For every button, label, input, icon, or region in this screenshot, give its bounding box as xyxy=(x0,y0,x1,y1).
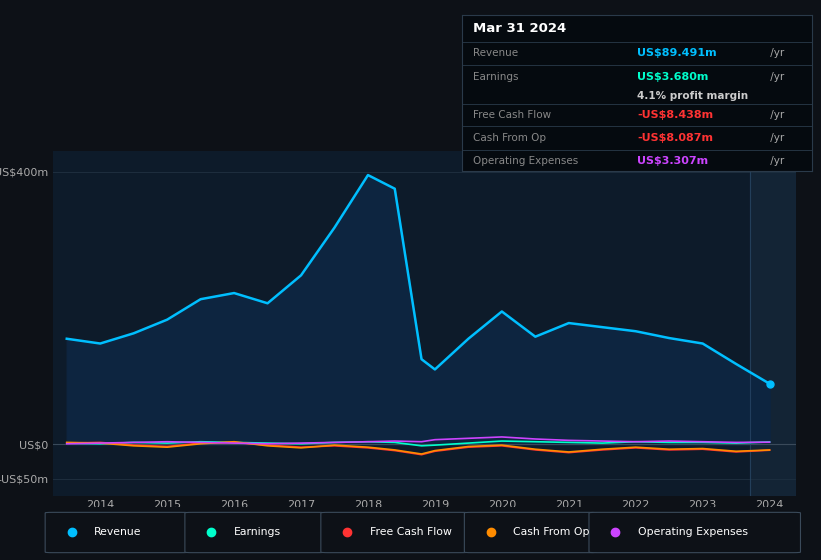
Text: /yr: /yr xyxy=(767,110,784,120)
Text: Free Cash Flow: Free Cash Flow xyxy=(473,110,551,120)
Text: US$3.680m: US$3.680m xyxy=(637,72,709,82)
FancyBboxPatch shape xyxy=(45,512,189,553)
Text: 4.1% profit margin: 4.1% profit margin xyxy=(637,91,748,101)
Text: /yr: /yr xyxy=(767,133,784,143)
Text: Free Cash Flow: Free Cash Flow xyxy=(370,527,452,537)
Text: Earnings: Earnings xyxy=(473,72,518,82)
Bar xyxy=(750,151,796,496)
Text: /yr: /yr xyxy=(767,48,784,58)
FancyBboxPatch shape xyxy=(185,512,324,553)
Text: Cash From Op: Cash From Op xyxy=(513,527,590,537)
Text: Cash From Op: Cash From Op xyxy=(473,133,546,143)
Text: Operating Expenses: Operating Expenses xyxy=(638,527,748,537)
FancyBboxPatch shape xyxy=(589,512,800,553)
Text: Revenue: Revenue xyxy=(473,48,518,58)
Text: Operating Expenses: Operating Expenses xyxy=(473,156,578,166)
Text: US$3.307m: US$3.307m xyxy=(637,156,709,166)
FancyBboxPatch shape xyxy=(465,512,597,553)
Text: /yr: /yr xyxy=(767,156,784,166)
Text: /yr: /yr xyxy=(767,72,784,82)
Text: Earnings: Earnings xyxy=(234,527,281,537)
Text: -US$8.087m: -US$8.087m xyxy=(637,133,713,143)
Text: -US$8.438m: -US$8.438m xyxy=(637,110,713,120)
FancyBboxPatch shape xyxy=(321,512,468,553)
Text: Mar 31 2024: Mar 31 2024 xyxy=(473,22,566,35)
Text: Revenue: Revenue xyxy=(94,527,142,537)
Text: US$89.491m: US$89.491m xyxy=(637,48,717,58)
